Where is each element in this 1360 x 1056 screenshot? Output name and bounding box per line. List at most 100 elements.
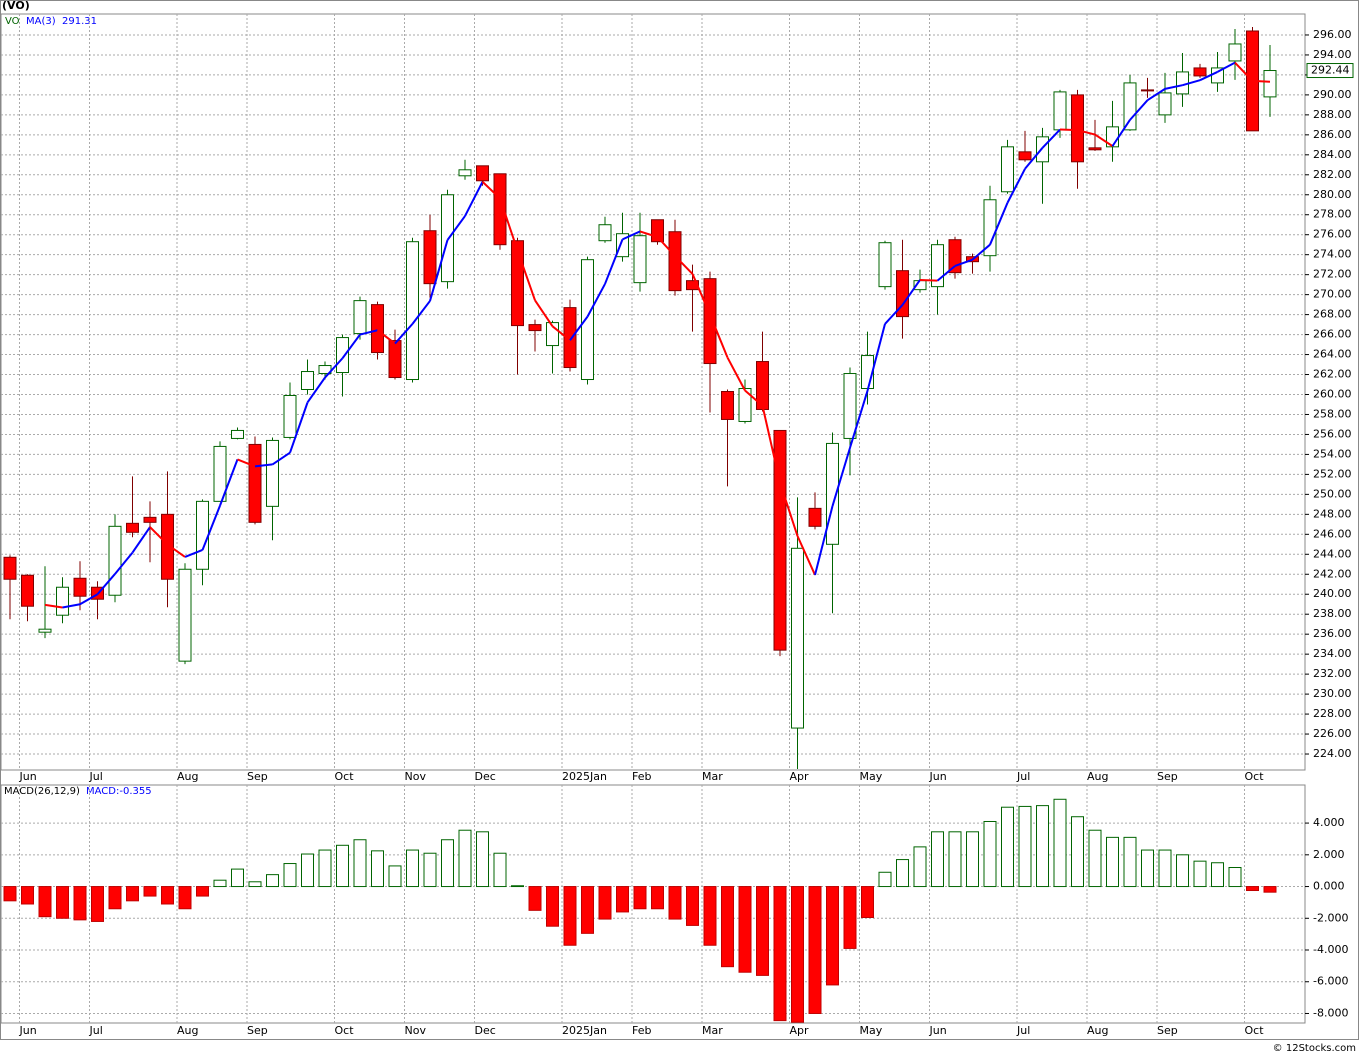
ma-line <box>744 389 764 407</box>
macd-bar <box>458 829 472 888</box>
macd-bar <box>931 831 944 888</box>
ma-line <box>831 447 851 507</box>
ma-line <box>1129 99 1149 121</box>
y-tick-label: -6.000 <box>1313 975 1348 988</box>
macd-bar <box>283 863 297 888</box>
macd-bar <box>721 886 734 968</box>
ma-line <box>551 325 571 342</box>
ma-line <box>726 357 746 391</box>
x-tick-label: May <box>860 770 883 783</box>
macd-bar <box>668 886 682 920</box>
ma-line <box>814 505 834 576</box>
ma-line <box>131 526 151 554</box>
macd-title: MACD(26,12,9) <box>4 786 80 797</box>
macd-bar <box>878 871 892 888</box>
ma-line <box>796 535 816 576</box>
x-tick-label: Aug <box>1087 1024 1108 1037</box>
ma-line <box>96 573 116 595</box>
macd-bar <box>301 853 314 888</box>
y-tick-label: 282.00 <box>1313 168 1352 181</box>
x-tick-label: 2025Jan <box>562 1024 607 1037</box>
candle-body <box>406 241 419 381</box>
ma-line <box>936 265 956 282</box>
x-tick-label: May <box>860 1024 883 1037</box>
macd-bar <box>913 846 927 888</box>
x-tick-label: Dec <box>475 1024 496 1037</box>
candle-body <box>178 568 192 662</box>
x-tick-label: Sep <box>1157 1024 1178 1037</box>
ma-line <box>639 230 658 238</box>
x-tick-label: Feb <box>632 1024 651 1037</box>
candle-body <box>301 371 314 391</box>
candle-body <box>896 270 909 318</box>
ma-line <box>429 239 449 302</box>
ma-line <box>569 316 589 341</box>
ma-line <box>464 181 484 217</box>
candle-body <box>773 429 787 651</box>
x-tick-label: Nov <box>405 1024 427 1037</box>
macd-bar <box>248 881 262 888</box>
ma-line <box>306 376 326 404</box>
y-tick-label: 266.00 <box>1313 328 1352 341</box>
y-tick-label: 226.00 <box>1313 727 1352 740</box>
ma-line <box>901 279 921 306</box>
macd-bar <box>826 886 839 986</box>
candle-body <box>598 224 612 242</box>
ma-line <box>534 299 554 327</box>
ma-line <box>1164 84 1183 90</box>
candle-body <box>1228 43 1242 62</box>
y-tick-label: 288.00 <box>1313 108 1352 121</box>
candle-body <box>1123 82 1137 131</box>
macd-bar <box>1088 829 1102 888</box>
price-tag-label: 292.44 <box>1311 64 1350 77</box>
macd-bar <box>1001 806 1014 888</box>
macd-bar <box>633 886 647 910</box>
macd-bar <box>983 820 997 888</box>
y-tick-label: 272.00 <box>1313 268 1352 281</box>
macd-bar <box>493 852 507 888</box>
ma-line <box>499 198 519 251</box>
y-tick-label: 244.00 <box>1313 547 1352 560</box>
ma-line <box>622 230 641 241</box>
y-tick-label: -2.000 <box>1313 911 1348 924</box>
candle-body <box>808 507 822 527</box>
y-tick-label: 4.000 <box>1313 816 1345 829</box>
candle-body <box>196 500 209 570</box>
y-tick-label: 250.00 <box>1313 487 1352 500</box>
y-tick-label: 280.00 <box>1313 188 1352 201</box>
ma-line <box>954 258 973 267</box>
x-tick-label: Jun <box>929 1024 947 1037</box>
macd-bar <box>1106 836 1119 888</box>
macd-bar <box>266 874 279 888</box>
ma-line <box>394 323 414 345</box>
x-tick-label: Sep <box>247 1024 268 1037</box>
y-tick-label: 264.00 <box>1313 348 1352 361</box>
candle-body <box>931 244 944 288</box>
ma-line <box>289 402 309 454</box>
y-tick-label: 256.00 <box>1313 427 1352 440</box>
y-tick-label: 246.00 <box>1313 527 1352 540</box>
macd-bar <box>231 868 244 888</box>
macd-bar <box>1246 886 1259 892</box>
macd-bar <box>756 886 769 976</box>
candle-body <box>511 240 524 327</box>
x-tick-label: Apr <box>790 770 810 783</box>
macd-bar <box>703 886 717 946</box>
ma-line <box>411 300 431 325</box>
y-tick-label: 234.00 <box>1313 647 1352 660</box>
macd-bar <box>91 886 104 922</box>
x-tick-label: Sep <box>247 770 268 783</box>
y-tick-label: 274.00 <box>1313 248 1352 261</box>
ma-line <box>446 215 466 241</box>
candle-body <box>353 300 367 335</box>
x-tick-label: Dec <box>475 770 496 783</box>
candle-body <box>493 173 507 246</box>
y-tick-label: 284.00 <box>1313 148 1352 161</box>
ma-line <box>1252 79 1271 83</box>
macd-bar <box>161 886 174 905</box>
x-tick-label: Aug <box>1087 770 1108 783</box>
macd-bar <box>1263 886 1277 893</box>
ma-line <box>779 482 799 537</box>
ma-line <box>1059 128 1078 132</box>
